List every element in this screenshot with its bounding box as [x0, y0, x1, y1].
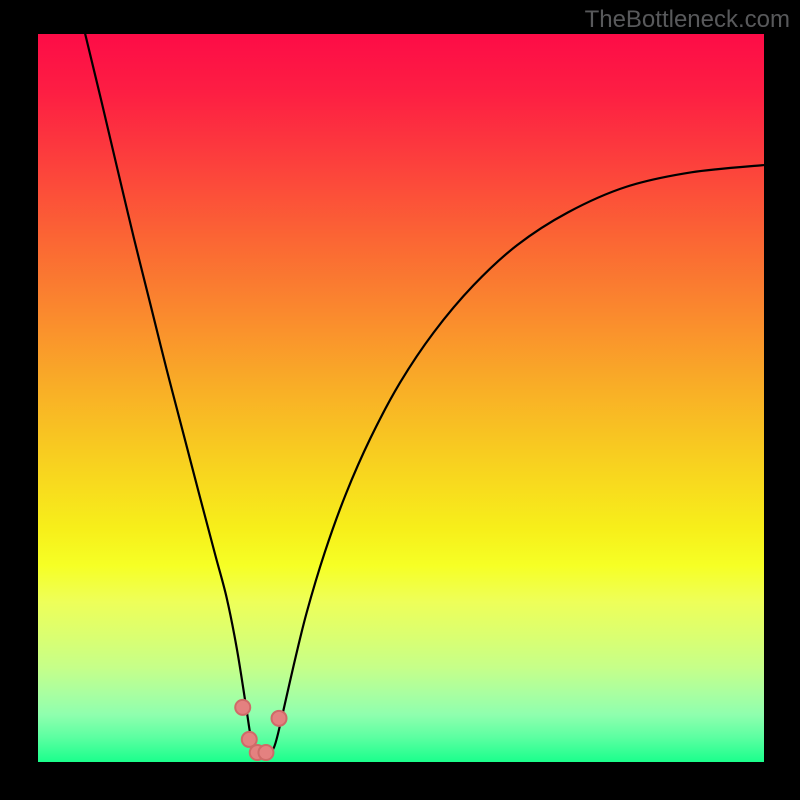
data-marker — [258, 745, 273, 760]
plot-svg — [38, 34, 764, 762]
data-marker — [235, 700, 250, 715]
canvas-root: TheBottleneck.com — [0, 0, 800, 800]
gradient-bg — [38, 34, 764, 762]
plot-area — [38, 34, 764, 762]
watermark-text: TheBottleneck.com — [585, 6, 790, 34]
data-marker — [272, 711, 287, 726]
